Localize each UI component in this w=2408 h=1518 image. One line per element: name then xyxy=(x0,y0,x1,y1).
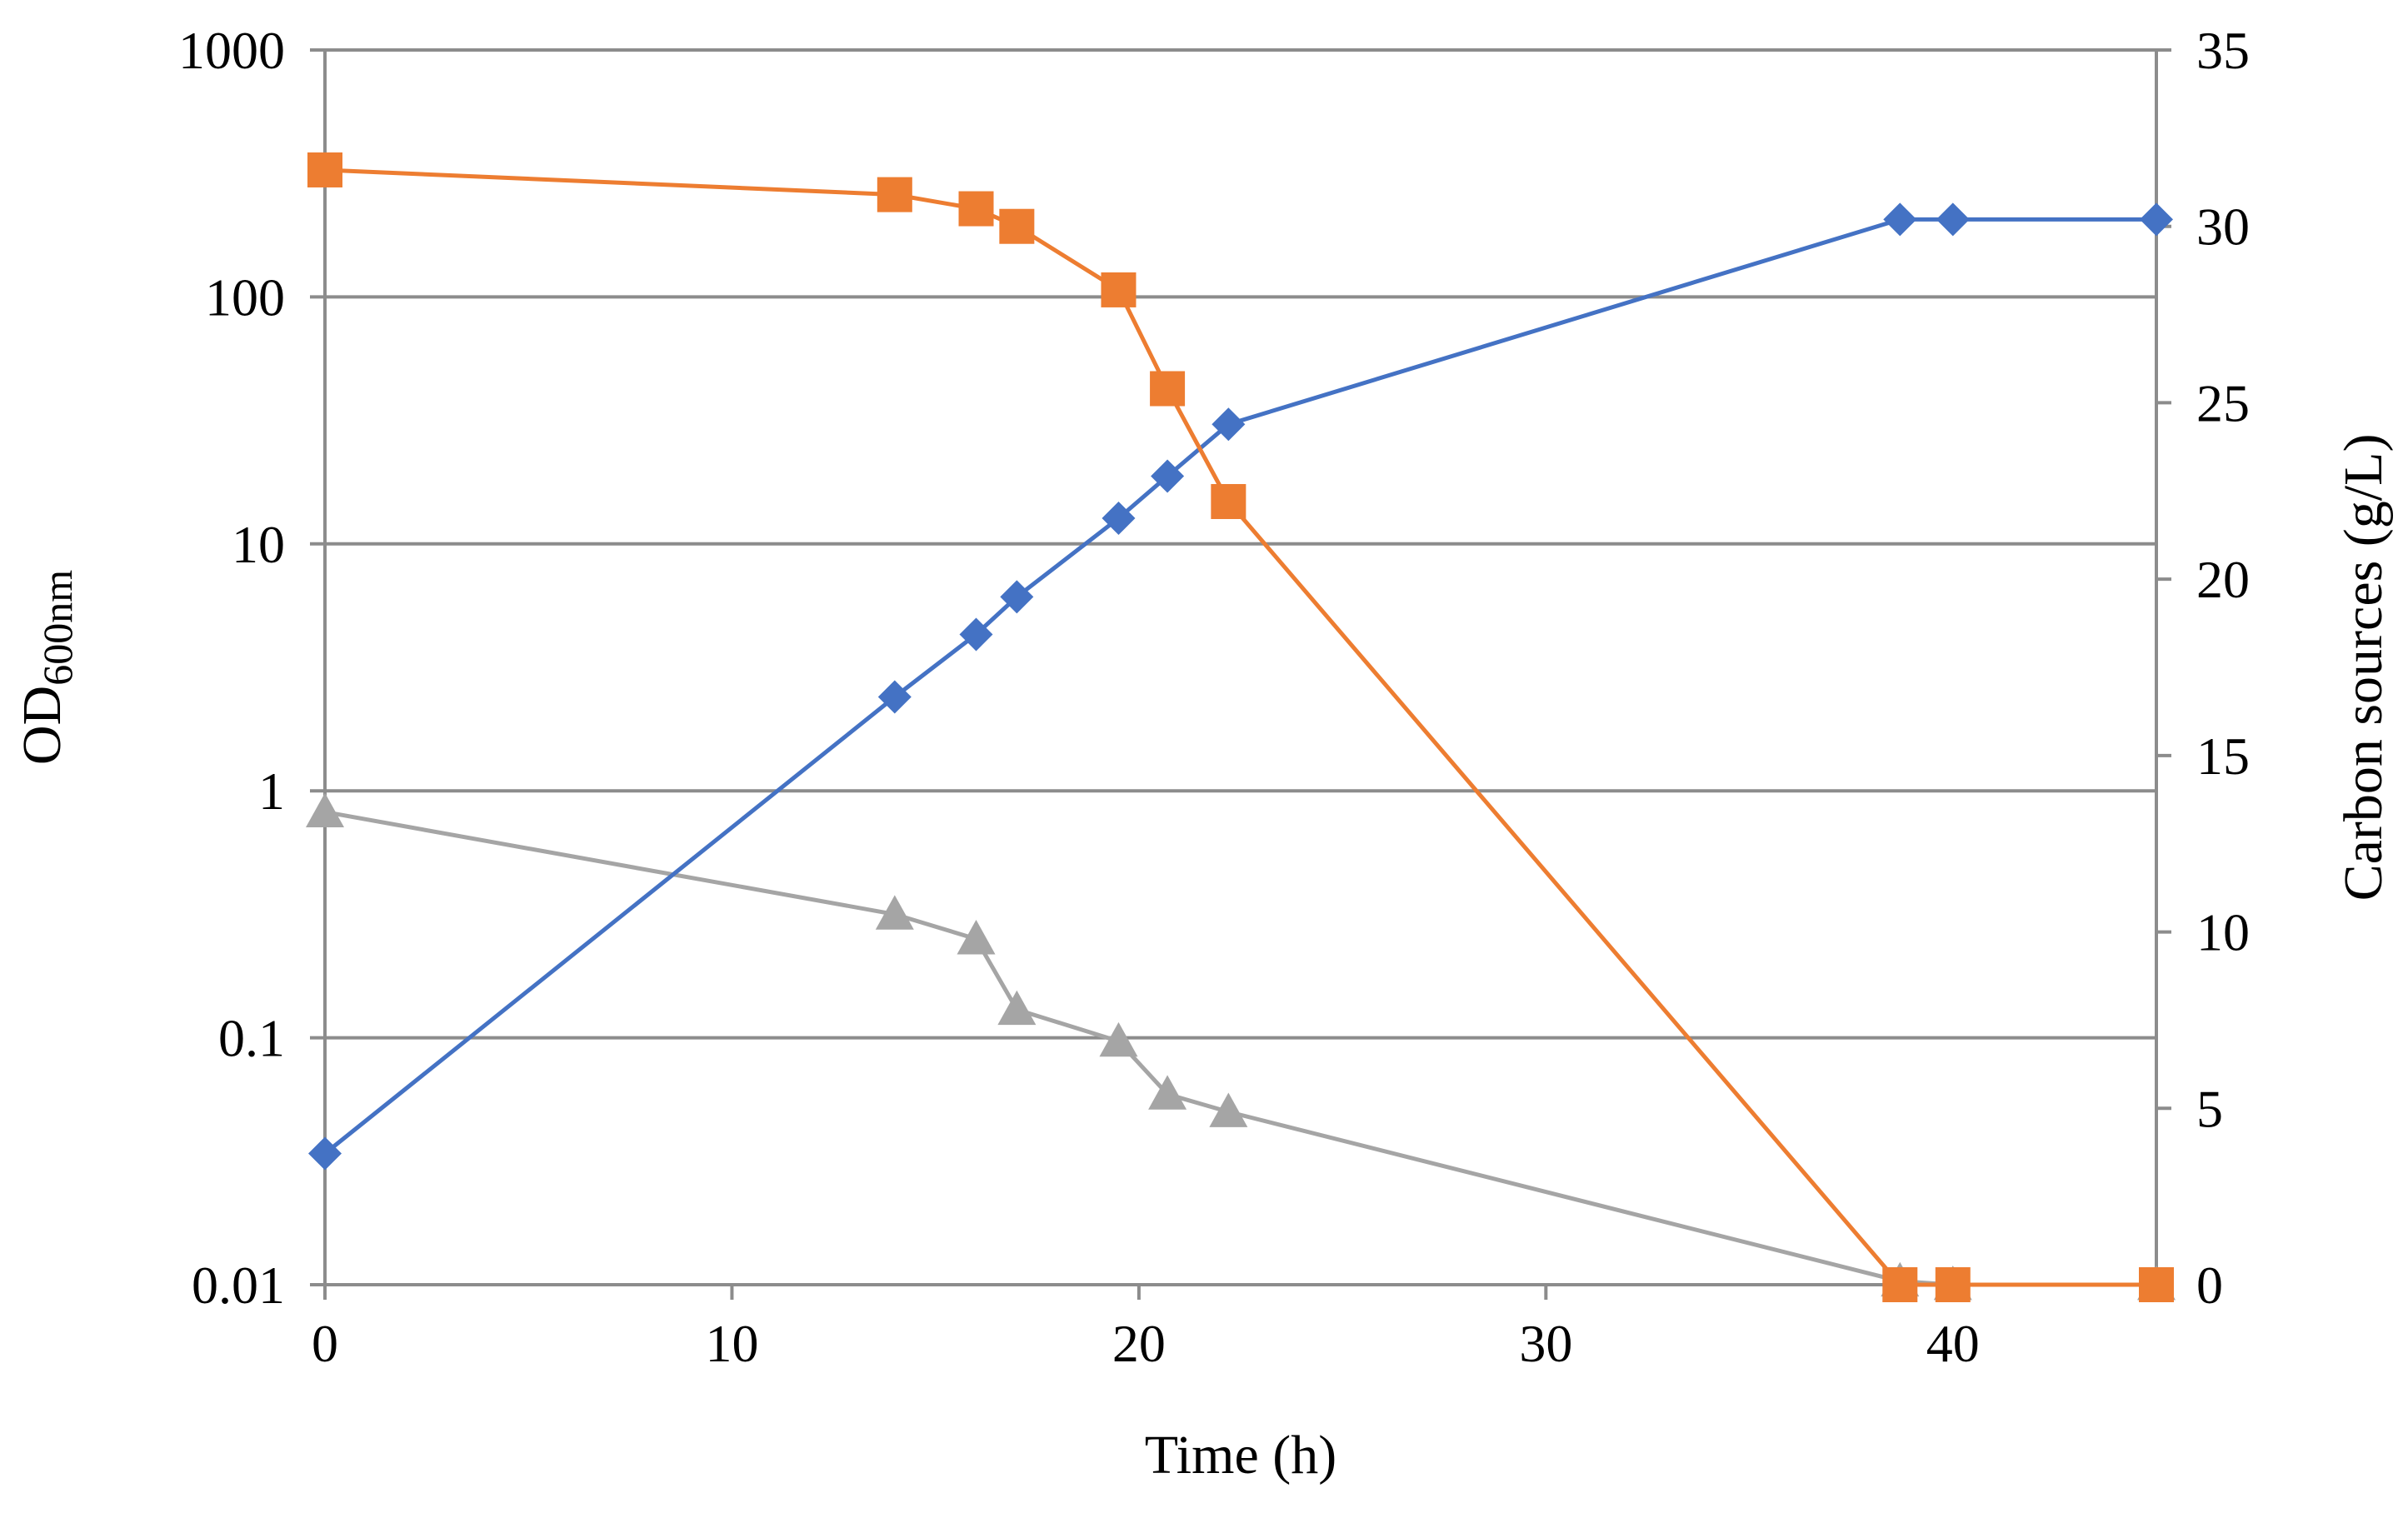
series-od600 xyxy=(308,202,2173,1171)
left-axis-title: OD600nm xyxy=(12,570,81,765)
right-tick-label-2: 10 xyxy=(2196,903,2250,962)
series-carbon-source-2 xyxy=(306,792,2176,1301)
left-axis-title-main: OD xyxy=(12,686,72,765)
point-diamond-6 xyxy=(1211,407,1246,442)
point-diamond-4 xyxy=(1102,502,1136,536)
series-line-0 xyxy=(323,217,2156,1156)
point-diamond-7 xyxy=(1883,202,1917,237)
right-tick-label-4: 20 xyxy=(2196,550,2250,609)
point-diamond-1 xyxy=(877,680,912,714)
point-square-8 xyxy=(1935,1267,1971,1302)
point-diamond-2 xyxy=(959,617,993,652)
point-triangle-4 xyxy=(1099,1021,1138,1057)
point-triangle-3 xyxy=(997,990,1037,1026)
right-tick-label-6: 30 xyxy=(2196,197,2250,257)
left-tick-label-3: 10 xyxy=(232,515,285,574)
point-square-4 xyxy=(1101,272,1137,307)
right-tick-label-5: 25 xyxy=(2196,373,2250,432)
point-triangle-1 xyxy=(875,895,914,930)
point-diamond-3 xyxy=(1000,580,1034,614)
point-diamond-8 xyxy=(1936,202,1970,237)
point-square-3 xyxy=(999,208,1035,244)
point-square-1 xyxy=(877,177,912,212)
right-tick-label-7: 35 xyxy=(2196,21,2250,80)
x-tick-label-0: 0 xyxy=(312,1314,338,1373)
left-tick-label-4: 100 xyxy=(205,267,285,327)
point-diamond-0 xyxy=(308,1136,342,1171)
x-axis-title: Time (h) xyxy=(1145,1425,1336,1486)
point-triangle-0 xyxy=(306,792,344,828)
gridlines xyxy=(325,48,2156,1286)
series-line-1 xyxy=(324,167,2156,1287)
right-axis-title: Carbon sources (g/L) xyxy=(2333,434,2394,901)
x-tick-label-4: 40 xyxy=(1926,1314,1980,1373)
right-tick-label-3: 15 xyxy=(2196,727,2250,786)
left-tick-label-2: 1 xyxy=(258,761,285,821)
x-tick-label-2: 20 xyxy=(1112,1314,1166,1373)
right-tick-label-1: 5 xyxy=(2196,1079,2223,1138)
point-triangle-2 xyxy=(957,920,996,955)
point-square-9 xyxy=(2139,1267,2174,1302)
left-tick-label-1: 0.1 xyxy=(218,1009,285,1068)
right-tick-label-0: 0 xyxy=(2196,1256,2223,1315)
point-diamond-9 xyxy=(2140,202,2173,237)
left-tick-label-5: 1000 xyxy=(178,21,285,80)
left-axis-title-subscript: 600nm xyxy=(34,570,81,686)
point-triangle-6 xyxy=(1209,1092,1248,1127)
point-square-6 xyxy=(1211,483,1246,519)
point-triangle-5 xyxy=(1148,1075,1187,1110)
point-square-5 xyxy=(1150,371,1186,407)
series-line-2 xyxy=(324,810,2156,1287)
x-tick-label-3: 30 xyxy=(1519,1314,1572,1373)
series-carbon-source-1 xyxy=(307,152,2174,1302)
point-square-0 xyxy=(307,152,342,187)
axes xyxy=(310,48,2171,1300)
x-tick-label-1: 10 xyxy=(705,1314,758,1373)
series-layer xyxy=(306,152,2176,1302)
tick-labels: 0.01 0.1 1 10 100 1000 0 5 10 15 20 25 30 35 0 10 20 30 40 xyxy=(178,21,2250,1373)
point-square-7 xyxy=(1882,1267,1918,1302)
point-diamond-5 xyxy=(1151,459,1185,493)
left-tick-label-0: 0.01 xyxy=(192,1256,285,1315)
point-square-2 xyxy=(958,191,994,227)
